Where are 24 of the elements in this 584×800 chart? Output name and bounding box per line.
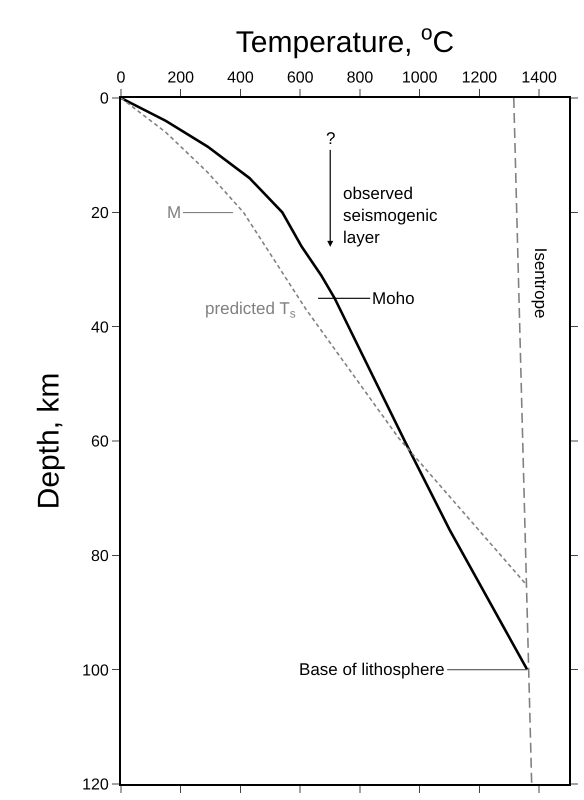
annotation: ? — [326, 129, 336, 148]
series-label: predicted T$_{s}$ — [205, 299, 296, 321]
x-tick-label: 800 — [346, 70, 374, 87]
y-tick-label: 100 — [82, 662, 109, 680]
annotation: Moho — [372, 289, 415, 308]
y-tick-label: 80 — [91, 548, 109, 565]
x-axis-title: Temperature, $^{o}$C — [236, 22, 454, 60]
annotation: observed seismogenic layer — [343, 184, 438, 248]
text: Isentrope — [530, 248, 550, 319]
y-tick-label: 60 — [91, 434, 109, 451]
x-tick-label: 1200 — [462, 70, 498, 87]
x-tick-label: 200 — [167, 70, 194, 87]
x-tick-label: 1000 — [402, 70, 438, 87]
y-tick-label: 120 — [82, 776, 109, 794]
x-tick-label: 600 — [286, 70, 314, 87]
y-tick-label: 20 — [91, 204, 109, 222]
y-tick-label: 0 — [100, 90, 109, 108]
y-tick-label: 40 — [91, 319, 109, 336]
x-tick-label: 0 — [116, 70, 126, 87]
y-axis-title: Depth, km — [32, 372, 66, 510]
annotation: Base of lithosphere — [299, 660, 445, 679]
annotation: M — [167, 203, 182, 222]
x-tick-label: 400 — [227, 70, 254, 87]
x-tick-label: 1400 — [521, 70, 558, 87]
